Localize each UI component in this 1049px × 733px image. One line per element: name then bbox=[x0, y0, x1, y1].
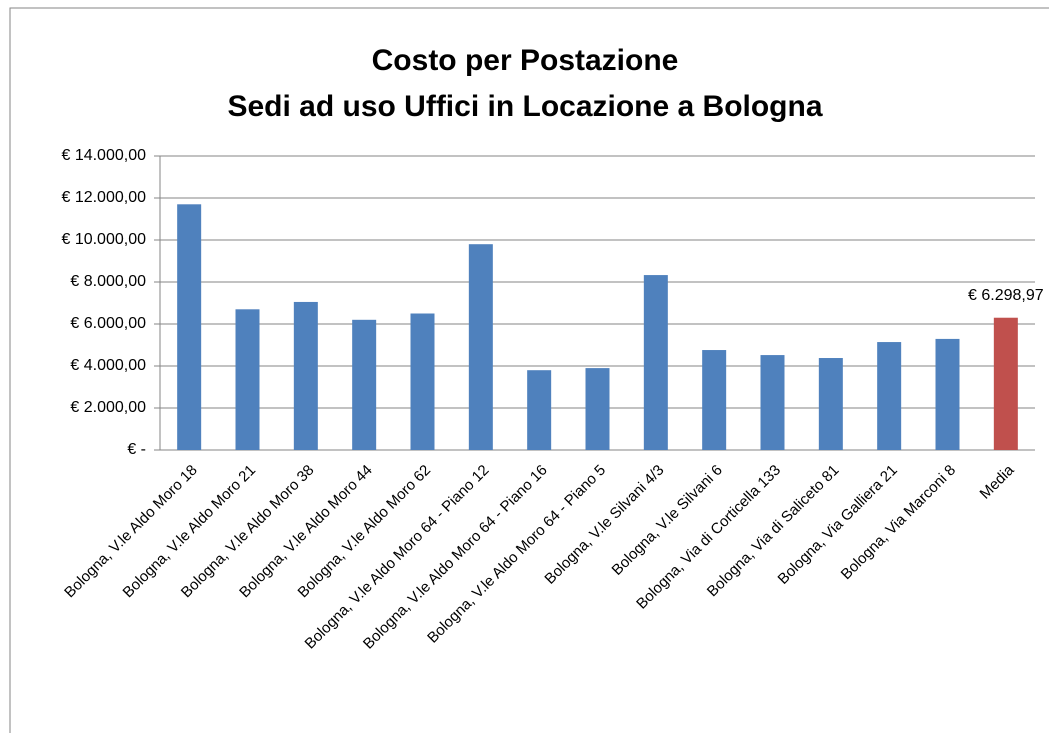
bar bbox=[818, 358, 843, 450]
data-label: € 6.298,97 bbox=[968, 287, 1044, 304]
y-tick-label: € 14.000,00 bbox=[61, 147, 146, 164]
bar bbox=[293, 301, 318, 450]
chart-subtitle: Sedi ad uso Uffici in Locazione a Bologn… bbox=[227, 90, 822, 123]
bar bbox=[702, 350, 727, 450]
bar bbox=[235, 309, 260, 450]
bar bbox=[993, 317, 1018, 450]
bar bbox=[585, 368, 610, 450]
bar bbox=[468, 244, 493, 450]
bar bbox=[410, 313, 435, 450]
bar bbox=[877, 342, 902, 450]
y-tick-label: € 4.000,00 bbox=[70, 357, 146, 374]
y-tick-label: € 8.000,00 bbox=[70, 273, 146, 290]
bar bbox=[643, 275, 668, 450]
bar bbox=[527, 370, 552, 450]
bar bbox=[352, 319, 377, 450]
y-tick-label: € - bbox=[127, 441, 146, 458]
bar bbox=[935, 338, 960, 450]
bar bbox=[760, 355, 785, 450]
y-tick-label: € 10.000,00 bbox=[61, 231, 146, 248]
bar bbox=[177, 204, 202, 450]
chart-title: Costo per Postazione bbox=[372, 44, 679, 77]
y-tick-label: € 2.000,00 bbox=[70, 399, 146, 416]
y-tick-label: € 6.000,00 bbox=[70, 315, 146, 332]
y-tick-label: € 12.000,00 bbox=[61, 189, 146, 206]
